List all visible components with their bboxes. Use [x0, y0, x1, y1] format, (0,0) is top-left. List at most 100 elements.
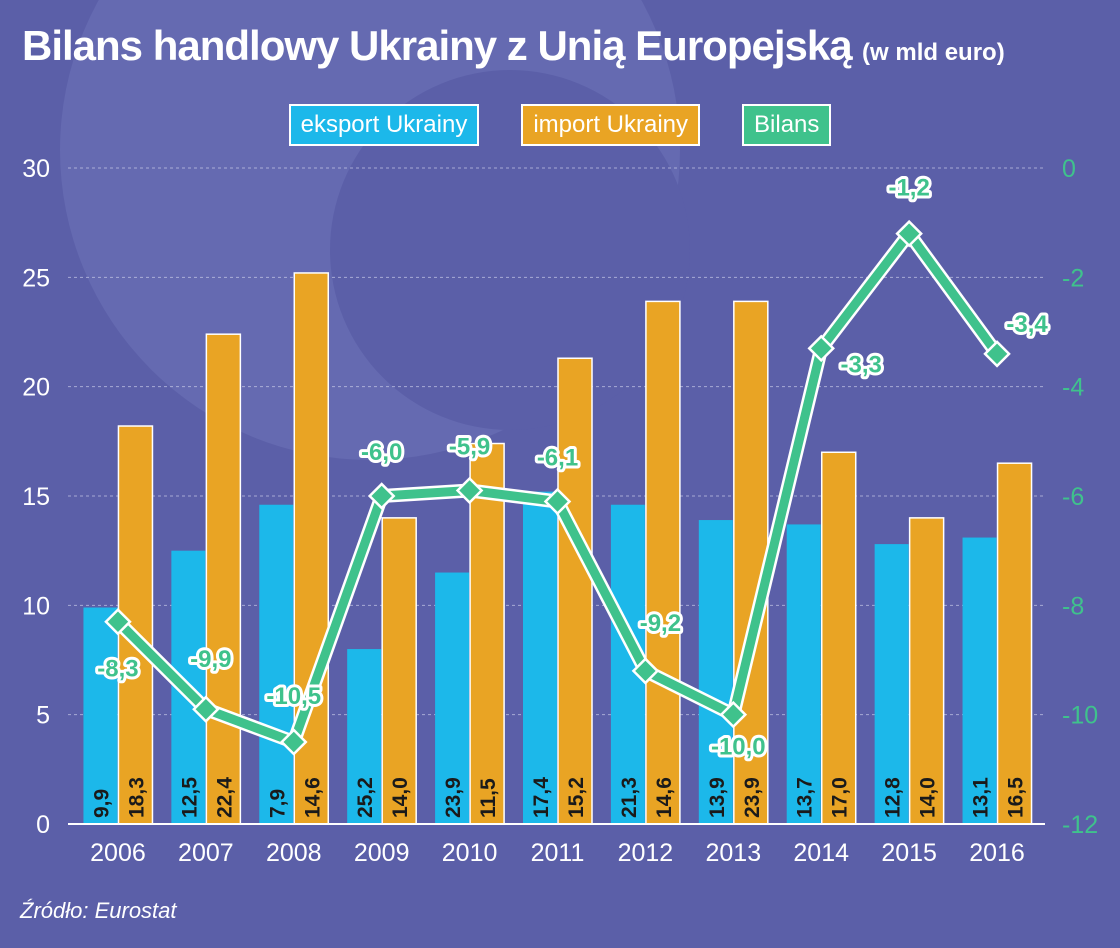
bar-import-label: 15,2	[565, 777, 588, 818]
y-right-tick-label: -12	[1062, 811, 1098, 839]
balance-label-halo: -6,1	[537, 444, 578, 471]
bar-import-label: 14,0	[917, 777, 940, 818]
balance-label: -9,9	[190, 646, 231, 673]
bar-import-label: 14,0	[389, 777, 412, 818]
bar-export	[874, 544, 909, 824]
bar-import	[820, 451, 857, 825]
bar-export	[259, 504, 294, 824]
bar-import-label: 14,6	[653, 777, 676, 818]
chart-title-unit: (w mld euro)	[862, 39, 1005, 66]
bar-export	[83, 607, 118, 824]
bar-import	[645, 300, 681, 825]
balance-marker	[895, 219, 923, 248]
x-tick-label: 2014	[793, 839, 849, 867]
x-tick-label: 2008	[266, 839, 322, 867]
bar-export-label: 25,2	[354, 777, 377, 818]
y-right-tick-label: -4	[1062, 374, 1084, 402]
x-tick-label: 2009	[354, 839, 410, 867]
chart-legend: eksport Ukrainy import Ukrainy Bilans	[0, 104, 1120, 146]
bar-export-label: 7,9	[266, 789, 289, 818]
bar-import	[469, 442, 505, 825]
y-right-tick-label: -2	[1062, 264, 1084, 292]
balance-label-halo: -9,9	[190, 646, 231, 673]
bar-import	[733, 300, 769, 825]
bar-import	[205, 333, 242, 825]
balance-marker	[192, 695, 220, 723]
balance-label: -5,9	[449, 434, 490, 461]
x-tick-label: 2012	[618, 839, 674, 867]
balance-label-halo: -10,5	[266, 683, 321, 710]
bar-export	[523, 491, 557, 824]
balance-label-halo: -3,3	[841, 351, 882, 378]
x-tick-label: 2015	[881, 839, 937, 867]
y-right-tick-label: -10	[1062, 702, 1098, 730]
bar-export	[435, 572, 470, 824]
balance-label: -9,2	[640, 610, 681, 637]
balance-marker	[543, 487, 572, 516]
balance-marker	[455, 476, 484, 505]
y-left-tick-label: 30	[22, 155, 50, 183]
balance-marker	[807, 334, 835, 363]
bar-export	[962, 537, 997, 824]
balance-marker	[983, 340, 1011, 368]
balance-marker	[280, 728, 308, 756]
bar-export-label: 9,9	[90, 789, 113, 818]
x-tick-label: 2010	[442, 839, 498, 867]
y-right-tick-label: 0	[1062, 155, 1076, 183]
balance-marker	[367, 482, 396, 510]
x-tick-label: 2013	[706, 839, 762, 867]
bar-import-label: 14,6	[301, 777, 324, 818]
balance-marker	[104, 607, 132, 636]
balance-label-halo: -1,2	[888, 175, 929, 202]
balance-label: -6,0	[361, 439, 402, 466]
bar-import	[908, 517, 945, 825]
bar-export-label: 13,1	[970, 777, 993, 818]
balance-label-halo: -3,4	[1006, 311, 1048, 338]
legend-export: eksport Ukrainy	[288, 104, 480, 146]
chart-title-row: Bilans handlowy Ukrainy z Unią Europejsk…	[22, 22, 1005, 70]
bar-import-label: 11,5	[477, 778, 500, 818]
balance-marker	[631, 657, 660, 685]
x-tick-label: 2011	[531, 839, 585, 867]
bar-export-label: 17,4	[530, 777, 553, 818]
y-left-tick-label: 20	[22, 374, 50, 402]
balance-label: -8,3	[97, 656, 138, 683]
bar-import	[381, 517, 417, 825]
balance-label: -6,1	[537, 444, 578, 471]
y-left-tick-label: 25	[22, 264, 50, 292]
balance-label-halo: -5,9	[449, 434, 490, 461]
bar-import-label: 22,4	[213, 777, 236, 818]
balance-label: -10,0	[711, 734, 766, 761]
balance-label: -1,2	[888, 175, 929, 202]
x-tick-label: 2016	[969, 839, 1025, 867]
x-tick-label: 2007	[178, 839, 234, 867]
bar-export	[347, 649, 382, 824]
bar-export	[786, 524, 821, 824]
bar-export-label: 13,9	[706, 777, 729, 818]
source-note: Źródło: Eurostat	[20, 898, 177, 923]
y-right-tick-label: -6	[1062, 483, 1084, 511]
y-right-tick-label: -8	[1062, 592, 1084, 620]
balance-label: -3,4	[1006, 311, 1048, 338]
balance-label-halo: -10,0	[711, 734, 766, 761]
balance-label: -3,3	[841, 351, 882, 378]
legend-import: import Ukrainy	[521, 104, 701, 146]
y-left-tick-label: 15	[22, 483, 50, 511]
balance-label: -10,5	[266, 683, 321, 710]
balance-label-halo: -9,2	[640, 610, 681, 637]
bar-import	[557, 357, 593, 825]
bar-export-label: 13,7	[794, 777, 817, 818]
bar-export-label: 12,5	[178, 777, 201, 818]
bar-import-label: 23,9	[741, 777, 764, 818]
legend-balance: Bilans	[742, 104, 832, 146]
bar-import-label: 17,0	[829, 777, 852, 818]
y-left-tick-label: 5	[36, 702, 50, 730]
y-left-tick-label: 10	[22, 592, 50, 620]
balance-label-halo: -8,3	[97, 656, 138, 683]
y-left-tick-label: 0	[36, 811, 50, 839]
bar-export	[698, 520, 733, 824]
balance-marker	[719, 700, 748, 729]
x-tick-label: 2006	[90, 839, 146, 867]
bar-export-label: 12,8	[882, 777, 905, 818]
